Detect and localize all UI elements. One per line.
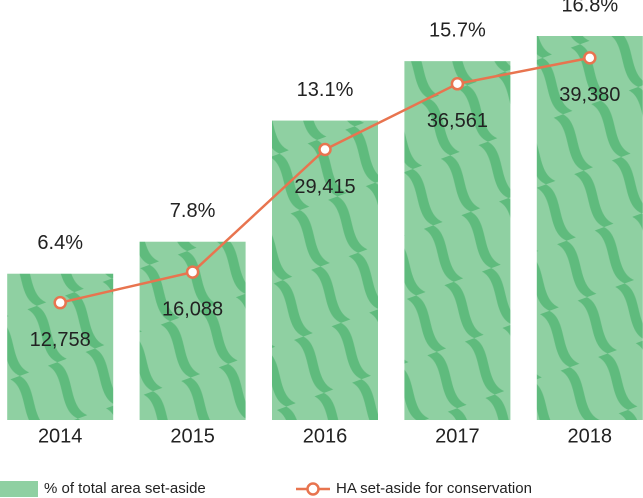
line-point (583, 51, 597, 65)
line-point (185, 265, 200, 279)
bar-value-label: 7.8% (170, 200, 216, 222)
line-value-label: 12,758 (30, 329, 91, 351)
line-point (450, 77, 465, 91)
x-tick-label: 2018 (568, 425, 613, 447)
bar (272, 120, 378, 421)
x-tick-label: 2016 (303, 425, 348, 447)
line-point (318, 142, 332, 157)
line-value-label: 29,415 (294, 176, 355, 198)
x-tick-label: 2017 (435, 425, 480, 447)
line-value-label: 16,088 (162, 298, 223, 320)
x-tick-label: 2015 (170, 425, 215, 447)
legend-label: HA set-aside for conservation (336, 480, 532, 497)
bar-value-label: 6.4% (37, 232, 83, 254)
line-point (53, 295, 67, 310)
x-tick-label: 2014 (38, 425, 83, 447)
legend-label: % of total area set-aside (44, 480, 206, 497)
legend-swatch (0, 481, 38, 497)
line-value-label: 39,380 (559, 84, 620, 106)
bar-value-label: 15.7% (429, 19, 486, 41)
bar (404, 61, 511, 421)
bar-value-label: 16.8% (561, 0, 618, 16)
line-value-label: 36,561 (427, 110, 488, 132)
bar (536, 36, 643, 420)
bar-value-label: 13.1% (297, 79, 354, 101)
legend-marker (306, 482, 320, 496)
